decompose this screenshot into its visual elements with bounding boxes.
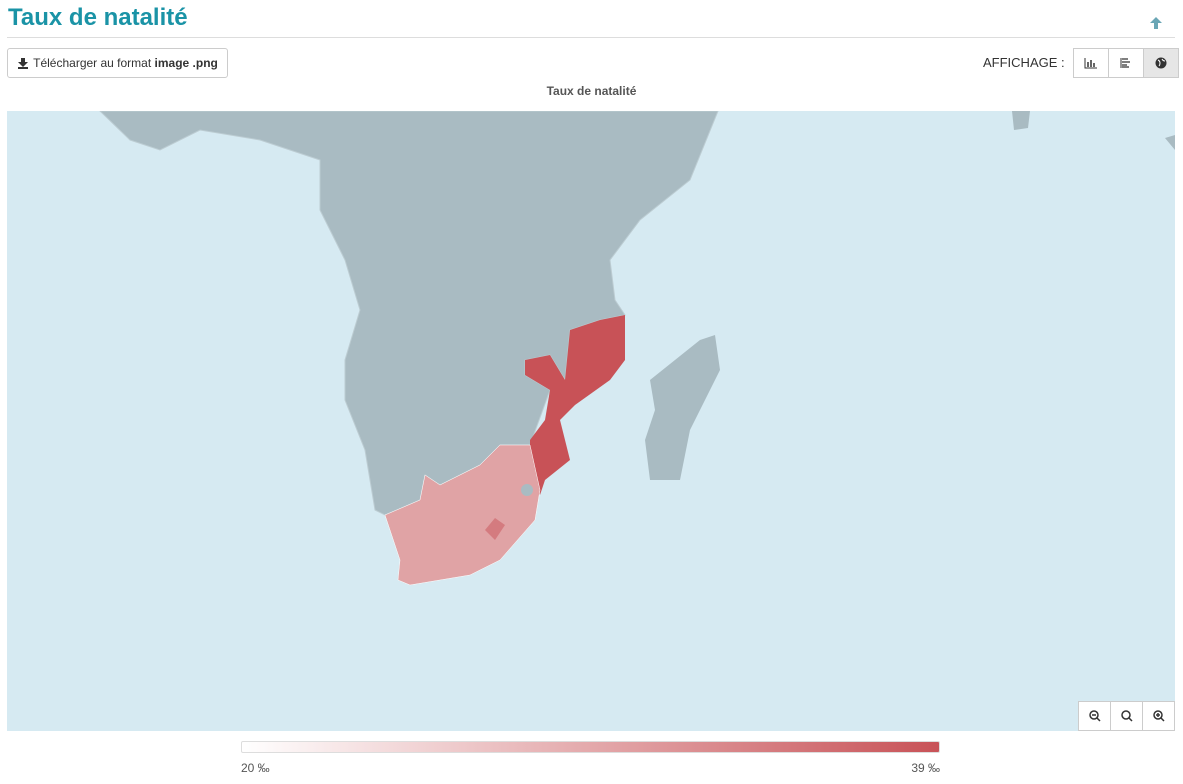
download-icon bbox=[18, 58, 29, 69]
display-label: AFFICHAGE : bbox=[983, 55, 1065, 70]
zoom-in-button[interactable] bbox=[1142, 701, 1175, 731]
globe-icon bbox=[1155, 57, 1167, 69]
zoom-out-button[interactable] bbox=[1078, 701, 1111, 731]
scroll-top-icon[interactable] bbox=[1148, 15, 1164, 31]
bar-icon bbox=[1084, 58, 1097, 69]
bar-view-button[interactable] bbox=[1073, 48, 1109, 78]
map[interactable] bbox=[7, 111, 1175, 731]
download-format: image .png bbox=[154, 56, 218, 70]
lesotho bbox=[485, 518, 505, 540]
map-title: Taux de natalité bbox=[546, 84, 637, 98]
south-africa bbox=[384, 444, 541, 586]
download-text: Télécharger au format bbox=[33, 56, 152, 70]
list-view-button[interactable] bbox=[1108, 48, 1144, 78]
zoom-controls bbox=[1078, 701, 1175, 731]
legend-min: 20 ‰ bbox=[241, 761, 270, 775]
legend-max: 39 ‰ bbox=[911, 761, 940, 775]
map-view-button[interactable] bbox=[1143, 48, 1179, 78]
download-button[interactable]: Télécharger au format image .png bbox=[7, 48, 228, 78]
mozambique bbox=[525, 315, 625, 495]
zoom-icon bbox=[1120, 710, 1133, 722]
zoom-out-icon bbox=[1088, 710, 1101, 722]
zoom-in-icon bbox=[1152, 710, 1165, 722]
display-toggle bbox=[1073, 48, 1179, 78]
list-icon bbox=[1120, 58, 1130, 68]
madagascar bbox=[645, 335, 720, 480]
land bbox=[1012, 111, 1175, 150]
zoom-reset-button[interactable] bbox=[1110, 701, 1143, 731]
page-title: Taux de natalité bbox=[8, 4, 188, 31]
legend-gradient bbox=[241, 741, 940, 753]
eswatini bbox=[521, 484, 533, 496]
divider bbox=[7, 37, 1175, 38]
